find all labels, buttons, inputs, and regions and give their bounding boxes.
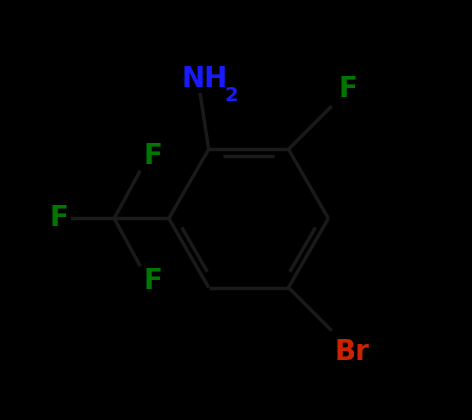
Text: Br: Br	[335, 338, 370, 366]
Text: 2: 2	[225, 86, 239, 105]
Text: F: F	[143, 267, 162, 295]
Text: NH: NH	[181, 65, 228, 92]
Text: F: F	[143, 142, 162, 170]
Text: F: F	[49, 205, 68, 232]
Text: F: F	[339, 75, 358, 103]
